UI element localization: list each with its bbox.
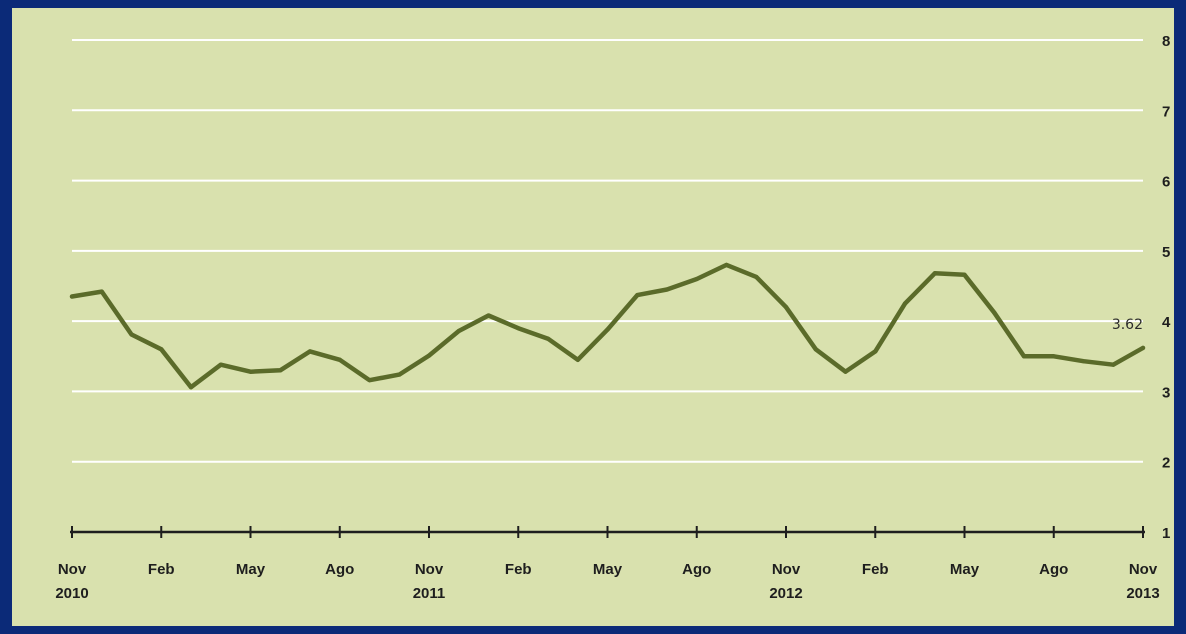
data-point xyxy=(813,347,818,352)
data-point xyxy=(486,313,491,318)
x-tick-label-month: May xyxy=(593,561,623,578)
data-point xyxy=(278,368,283,373)
x-tick-label-year: 2013 xyxy=(1126,585,1159,602)
x-tick-label-month: Ago xyxy=(1039,561,1068,578)
data-point xyxy=(694,276,699,281)
data-point xyxy=(754,274,759,279)
x-tick-label-month: Ago xyxy=(325,561,354,578)
x-tick-label-month: Feb xyxy=(862,561,889,578)
data-point xyxy=(724,262,729,267)
data-point xyxy=(367,378,372,383)
data-point xyxy=(70,294,74,299)
data-point xyxy=(308,349,312,354)
data-point xyxy=(546,336,550,341)
x-tick-label-month: Nov xyxy=(415,561,444,578)
x-tick-label-month: Nov xyxy=(58,561,87,578)
x-tick-label-year: 2012 xyxy=(769,585,802,602)
data-point xyxy=(1111,362,1116,367)
y-tick-label: 6 xyxy=(1162,174,1170,191)
series-line xyxy=(69,262,1146,390)
data-point xyxy=(456,328,461,333)
x-tick-labels: Nov 2010 Feb May Ago Nov 2011 Feb May Ago Nov 2012 F… xyxy=(55,561,1159,602)
data-point xyxy=(992,310,997,315)
data-point xyxy=(1051,354,1056,359)
data-point xyxy=(129,332,134,337)
data-point xyxy=(337,357,342,362)
y-tick-label: 2 xyxy=(1162,455,1170,472)
data-point xyxy=(189,385,193,390)
x-tick-label-month: Ago xyxy=(682,561,711,578)
x-tick-label-month: Nov xyxy=(772,561,801,578)
data-point xyxy=(1022,354,1026,359)
data-point xyxy=(1141,345,1145,350)
y-tick-label: 4 xyxy=(1162,314,1171,331)
y-tick-label: 8 xyxy=(1162,33,1170,50)
x-tick-label-month: May xyxy=(950,561,980,578)
data-point xyxy=(516,326,521,331)
x-tick-label-month: Feb xyxy=(148,561,175,578)
data-point xyxy=(1081,359,1086,364)
data-point xyxy=(962,272,967,277)
data-point xyxy=(843,369,848,374)
x-tick-label-month: Feb xyxy=(505,561,532,578)
data-point xyxy=(932,271,937,276)
x-tick-label-year: 2010 xyxy=(55,585,88,602)
series-layer xyxy=(69,262,1146,390)
data-point xyxy=(397,372,402,377)
y-axis: 1 2 3 4 5 6 7 8 xyxy=(1162,33,1171,542)
data-point xyxy=(159,347,164,352)
x-tick-label-year: 2011 xyxy=(413,585,446,602)
y-tick-label: 7 xyxy=(1162,103,1170,120)
y-tick-label: 3 xyxy=(1162,384,1170,401)
data-point xyxy=(605,327,610,332)
y-tick-label: 1 xyxy=(1162,525,1170,542)
y-tick-label: 5 xyxy=(1162,244,1170,261)
value-annotation: 3.62 xyxy=(1112,317,1143,333)
data-point xyxy=(99,289,104,294)
data-point xyxy=(218,362,223,367)
x-axis xyxy=(70,526,1145,538)
data-point xyxy=(575,357,580,362)
x-tick-label-month: May xyxy=(236,561,266,578)
data-point xyxy=(248,369,253,374)
x-tick-label-month: Nov xyxy=(1129,561,1158,578)
data-point xyxy=(784,305,788,310)
data-point xyxy=(635,293,640,298)
data-point xyxy=(903,301,907,306)
data-point xyxy=(873,349,878,354)
annotations: 3.62 xyxy=(1112,317,1143,333)
gridlines xyxy=(72,39,1143,463)
data-point xyxy=(427,353,431,358)
data-point xyxy=(665,287,669,292)
